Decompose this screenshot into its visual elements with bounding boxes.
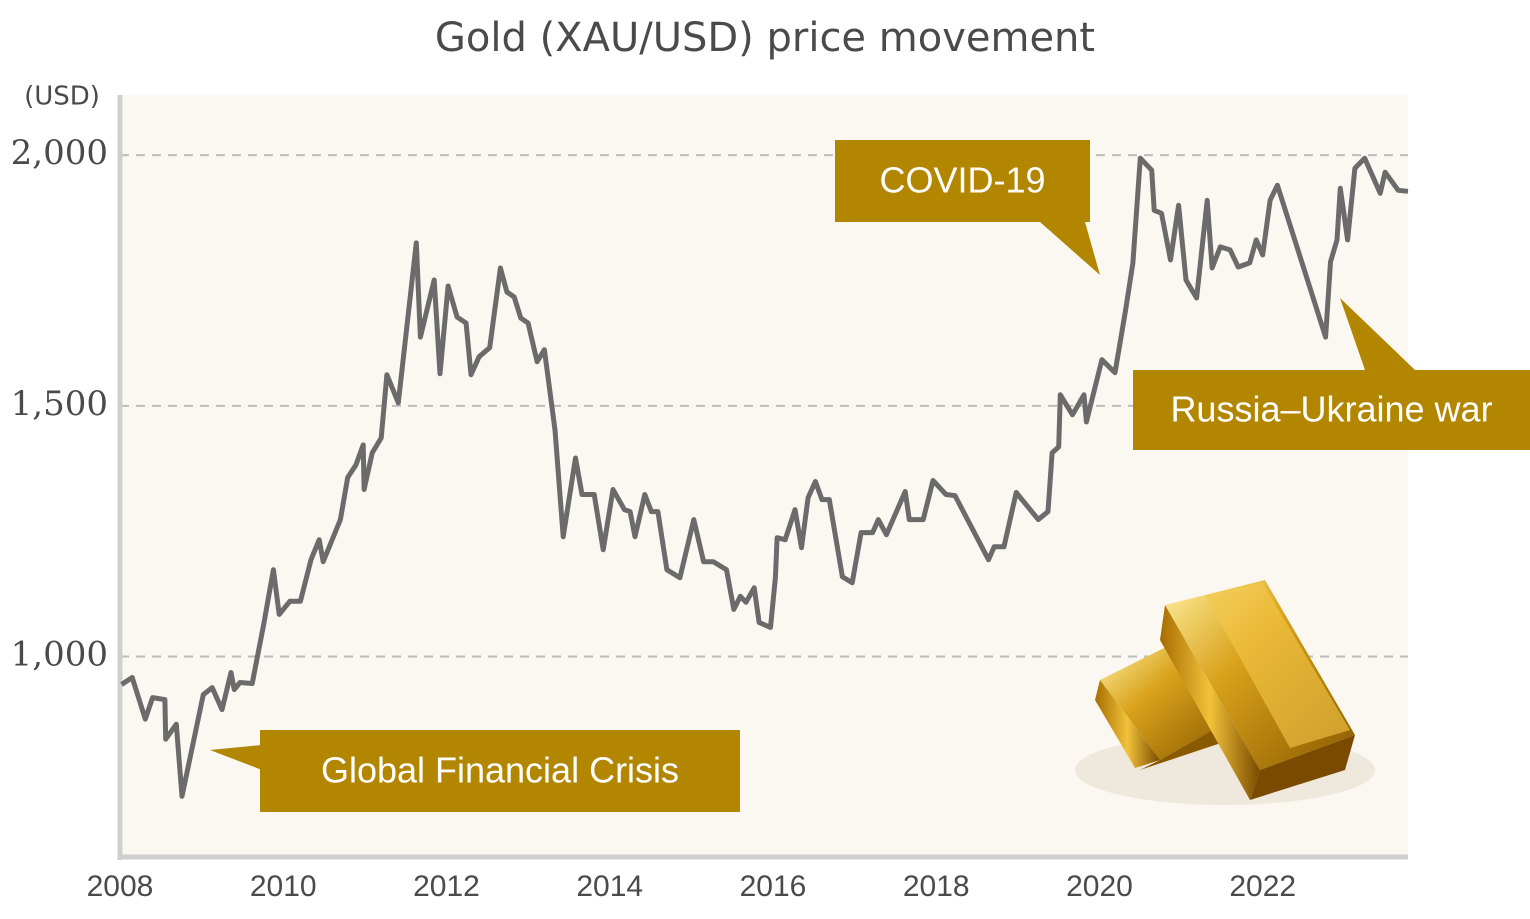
y-tick-label: 2,000 bbox=[11, 133, 108, 173]
x-tick-label: 2012 bbox=[413, 870, 480, 903]
callout-pointer bbox=[1340, 298, 1415, 370]
annotation: COVID-19 bbox=[879, 160, 1045, 201]
x-tick-label: 2022 bbox=[1229, 870, 1296, 903]
annotation: Russia–Ukraine war bbox=[1170, 389, 1492, 430]
callout-box bbox=[1133, 370, 1530, 450]
callout-pointer bbox=[1040, 222, 1100, 275]
x-tick-label: 2016 bbox=[740, 870, 807, 903]
chart-title: Gold (XAU/USD) price movement bbox=[435, 15, 1095, 61]
y-tick-label: 1,500 bbox=[11, 384, 108, 424]
callout-box bbox=[260, 730, 740, 812]
x-tick-label: 2014 bbox=[576, 870, 643, 903]
callout-box bbox=[835, 140, 1090, 222]
x-tick-label: 2010 bbox=[250, 870, 317, 903]
x-tick-label: 2020 bbox=[1066, 870, 1133, 903]
y-tick-label: 1,000 bbox=[11, 634, 108, 674]
x-tick-label: 2008 bbox=[87, 870, 154, 903]
gold-bars bbox=[1075, 580, 1375, 805]
annotation: Global Financial Crisis bbox=[321, 750, 679, 791]
x-tick-label: 2018 bbox=[903, 870, 970, 903]
price-line bbox=[120, 155, 1409, 799]
callout-pointer bbox=[210, 745, 262, 770]
y-axis-label: (USD) bbox=[24, 82, 100, 112]
